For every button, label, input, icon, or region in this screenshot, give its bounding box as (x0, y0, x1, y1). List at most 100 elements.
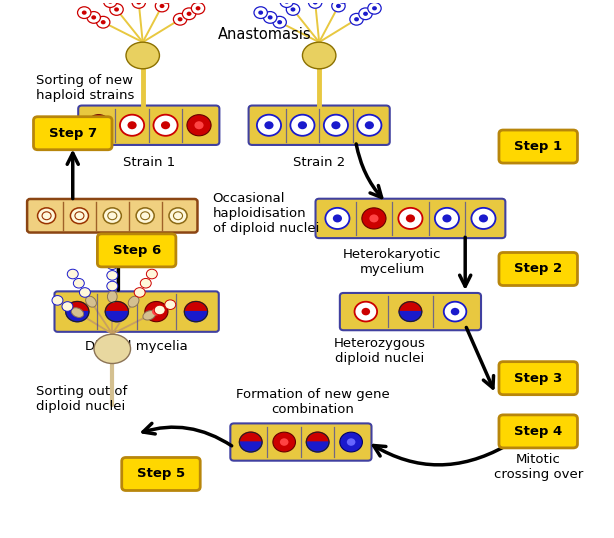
Circle shape (472, 208, 495, 229)
Polygon shape (239, 442, 262, 452)
Circle shape (134, 288, 145, 298)
Circle shape (362, 308, 370, 315)
Circle shape (154, 305, 165, 315)
Circle shape (195, 121, 204, 129)
Circle shape (286, 4, 300, 15)
Circle shape (136, 208, 154, 224)
Circle shape (187, 115, 211, 136)
Circle shape (145, 301, 168, 322)
Polygon shape (306, 442, 329, 452)
Circle shape (73, 279, 84, 288)
Ellipse shape (126, 42, 160, 69)
Polygon shape (399, 302, 422, 312)
FancyBboxPatch shape (499, 415, 577, 448)
Circle shape (52, 295, 63, 305)
Circle shape (324, 115, 348, 136)
Circle shape (110, 4, 123, 15)
Circle shape (350, 13, 363, 25)
Text: Step 7: Step 7 (49, 127, 97, 140)
Circle shape (406, 215, 415, 222)
Circle shape (357, 115, 381, 136)
Polygon shape (105, 301, 128, 312)
FancyBboxPatch shape (230, 423, 371, 461)
Circle shape (325, 208, 349, 229)
Ellipse shape (85, 296, 96, 307)
Circle shape (82, 11, 87, 15)
Polygon shape (399, 312, 422, 322)
Circle shape (398, 208, 422, 229)
Circle shape (277, 20, 282, 24)
Circle shape (79, 288, 90, 298)
Circle shape (140, 279, 151, 288)
Circle shape (479, 215, 488, 222)
Circle shape (154, 115, 177, 136)
Circle shape (258, 11, 263, 15)
Polygon shape (184, 301, 208, 312)
Circle shape (336, 4, 341, 8)
Circle shape (94, 121, 103, 129)
Text: Sorting out of
diploid nuclei: Sorting out of diploid nuclei (36, 385, 128, 413)
Circle shape (298, 121, 307, 129)
Circle shape (62, 302, 73, 312)
Circle shape (332, 121, 341, 129)
FancyBboxPatch shape (499, 362, 577, 395)
Circle shape (114, 8, 119, 12)
Circle shape (354, 17, 359, 22)
Circle shape (160, 0, 173, 3)
Circle shape (187, 12, 192, 16)
Circle shape (128, 121, 137, 129)
Polygon shape (66, 312, 89, 322)
Circle shape (290, 115, 314, 136)
Text: Strain 2: Strain 2 (293, 156, 345, 169)
Polygon shape (105, 312, 128, 322)
Circle shape (155, 0, 169, 12)
Text: Occasional
haploidisation
of diploid nuclei: Occasional haploidisation of diploid nuc… (212, 192, 319, 235)
Ellipse shape (303, 42, 336, 69)
Text: Sorting of new
haploid strains: Sorting of new haploid strains (36, 74, 134, 102)
FancyBboxPatch shape (34, 117, 112, 150)
Circle shape (71, 208, 88, 224)
Circle shape (365, 121, 374, 129)
FancyBboxPatch shape (249, 105, 390, 145)
Circle shape (257, 115, 281, 136)
Circle shape (359, 8, 372, 19)
Ellipse shape (143, 310, 155, 320)
Text: Heterozygous
diploid nuclei: Heterozygous diploid nuclei (334, 337, 426, 365)
Circle shape (313, 0, 317, 4)
Circle shape (273, 432, 295, 452)
Polygon shape (184, 312, 208, 322)
Circle shape (146, 269, 157, 279)
Text: Step 5: Step 5 (137, 468, 185, 480)
Circle shape (91, 15, 96, 19)
Circle shape (192, 3, 204, 14)
Circle shape (280, 0, 293, 8)
FancyBboxPatch shape (122, 457, 200, 491)
Ellipse shape (128, 296, 139, 307)
Polygon shape (239, 432, 262, 442)
Circle shape (363, 12, 368, 16)
Circle shape (265, 121, 274, 129)
Circle shape (101, 20, 106, 24)
Circle shape (308, 0, 322, 8)
Circle shape (254, 7, 267, 18)
Circle shape (354, 302, 377, 322)
Circle shape (284, 0, 289, 4)
Circle shape (87, 11, 101, 23)
Circle shape (273, 16, 286, 28)
FancyBboxPatch shape (499, 252, 577, 286)
Circle shape (136, 0, 141, 4)
Text: Formation of new gene
combination: Formation of new gene combination (236, 388, 390, 416)
Circle shape (107, 260, 118, 270)
FancyBboxPatch shape (98, 234, 176, 267)
FancyBboxPatch shape (78, 105, 219, 145)
Circle shape (77, 7, 91, 18)
Circle shape (444, 302, 467, 322)
Circle shape (132, 0, 146, 8)
Circle shape (152, 308, 161, 315)
Circle shape (280, 438, 289, 446)
Circle shape (435, 208, 459, 229)
Circle shape (160, 4, 165, 8)
Circle shape (173, 13, 187, 25)
Polygon shape (306, 432, 329, 442)
Circle shape (103, 208, 122, 224)
